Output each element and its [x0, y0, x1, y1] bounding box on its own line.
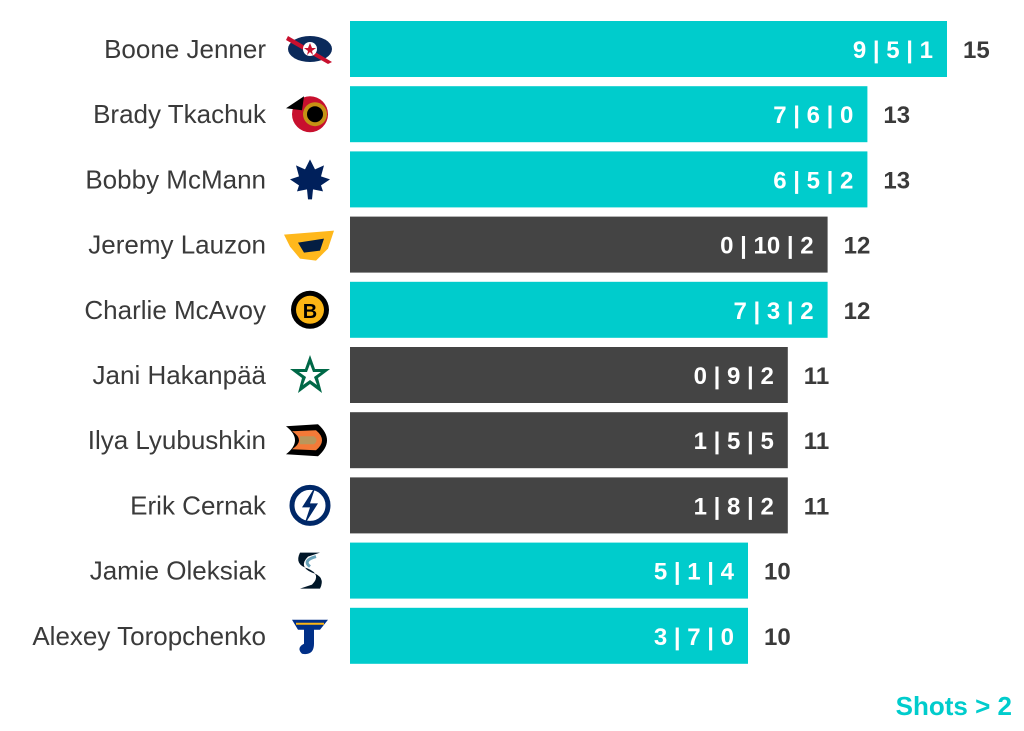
bar-value-label: 15 [963, 37, 990, 64]
bar-row: Bobby McMann 6 | 5 | 2 13 [85, 151, 910, 208]
blue-jackets-logo-icon [286, 36, 332, 64]
kraken-logo-icon [298, 552, 322, 589]
category-label: Brady Tkachuk [93, 99, 267, 129]
bar-row: Boone Jenner 9 | 5 | 1 15 [104, 21, 990, 77]
bar-row: Alexey Toropchenko 3 | 7 | 0 10 [32, 607, 791, 664]
bar [350, 542, 748, 599]
bar-value-label: 11 [804, 428, 829, 455]
lightning-logo-icon [289, 484, 331, 526]
bar [350, 281, 828, 338]
bar-row: Ilya Lyubushkin 1 | 5 | 5 11 [88, 412, 829, 469]
bar-breakdown-label: 7 | 3 | 2 [733, 298, 813, 325]
bar-row: Brady Tkachuk 7 | 6 | 0 13 [93, 86, 910, 143]
bar-breakdown-label: 6 | 5 | 2 [773, 167, 853, 194]
svg-text:B: B [303, 301, 317, 323]
bar [350, 86, 868, 143]
blues-logo-icon [292, 619, 328, 655]
bar-row: Charlie McAvoy B 7 | 3 | 2 12 [84, 281, 871, 338]
category-label: Jani Hakanpää [93, 360, 267, 390]
bar [350, 607, 748, 664]
bar [350, 216, 828, 273]
predators-logo-icon [284, 230, 334, 261]
category-label: Charlie McAvoy [84, 295, 266, 325]
bar-row: Erik Cernak 1 | 8 | 2 11 [130, 477, 829, 534]
bar-breakdown-label: 1 | 8 | 2 [694, 493, 774, 520]
bar-value-label: 12 [844, 298, 871, 325]
legend-note: Shots > 2 [896, 691, 1012, 721]
bruins-logo-icon: B [291, 290, 329, 329]
bar-value-label: 13 [883, 102, 910, 129]
bar-row: Jeremy Lauzon 0 | 10 | 2 12 [88, 216, 871, 273]
bar-breakdown-label: 3 | 7 | 0 [654, 624, 734, 651]
bar [350, 477, 788, 534]
bar-breakdown-label: 7 | 6 | 0 [773, 102, 853, 129]
bar [350, 412, 788, 469]
bar-value-label: 11 [804, 493, 829, 520]
bar-value-label: 11 [804, 363, 829, 390]
ducks-logo-icon [286, 424, 327, 457]
bar-breakdown-label: 0 | 9 | 2 [694, 363, 774, 390]
bar-value-label: 10 [764, 559, 791, 586]
chart-rows: Boone Jenner 9 | 5 | 1 15 Brady Tkachuk 7 | … [32, 21, 990, 664]
stars-logo-icon [290, 355, 330, 393]
category-label: Jamie Oleksiak [90, 556, 267, 586]
category-label: Ilya Lyubushkin [88, 425, 266, 455]
category-label: Boone Jenner [104, 34, 266, 64]
bar-value-label: 10 [764, 624, 791, 651]
bar [350, 151, 868, 208]
bar-breakdown-label: 9 | 5 | 1 [853, 37, 933, 64]
bar-breakdown-label: 5 | 1 | 4 [654, 559, 735, 586]
bar-value-label: 12 [844, 233, 871, 260]
bar [350, 21, 947, 77]
bar [350, 347, 788, 403]
bar-breakdown-label: 1 | 5 | 5 [694, 428, 774, 455]
category-label: Jeremy Lauzon [88, 230, 266, 260]
category-label: Erik Cernak [130, 490, 267, 520]
bar-row: Jamie Oleksiak 5 | 1 | 4 10 [90, 542, 791, 599]
bar-value-label: 13 [883, 167, 910, 194]
bar-breakdown-label: 0 | 10 | 2 [720, 233, 814, 260]
senators-logo-icon [286, 96, 328, 133]
bar-row: Jani Hakanpää 0 | 9 | 2 11 [93, 347, 829, 403]
category-label: Bobby McMann [85, 164, 266, 194]
category-label: Alexey Toropchenko [32, 621, 266, 651]
maple-leafs-logo-icon [290, 159, 330, 200]
